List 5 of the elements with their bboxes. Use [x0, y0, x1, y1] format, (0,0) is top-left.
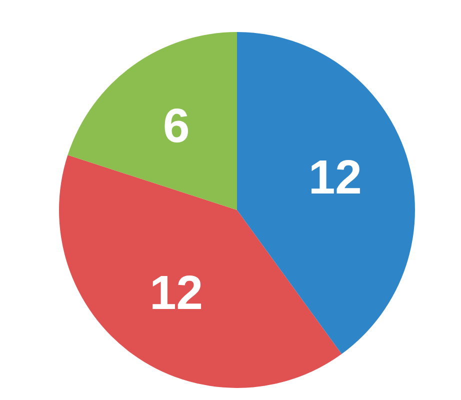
pie-slice: [237, 32, 415, 354]
pie-slice: [68, 32, 237, 210]
data-label: 12: [308, 152, 362, 205]
data-label: 6: [162, 100, 190, 153]
data-label: 12: [150, 267, 204, 320]
